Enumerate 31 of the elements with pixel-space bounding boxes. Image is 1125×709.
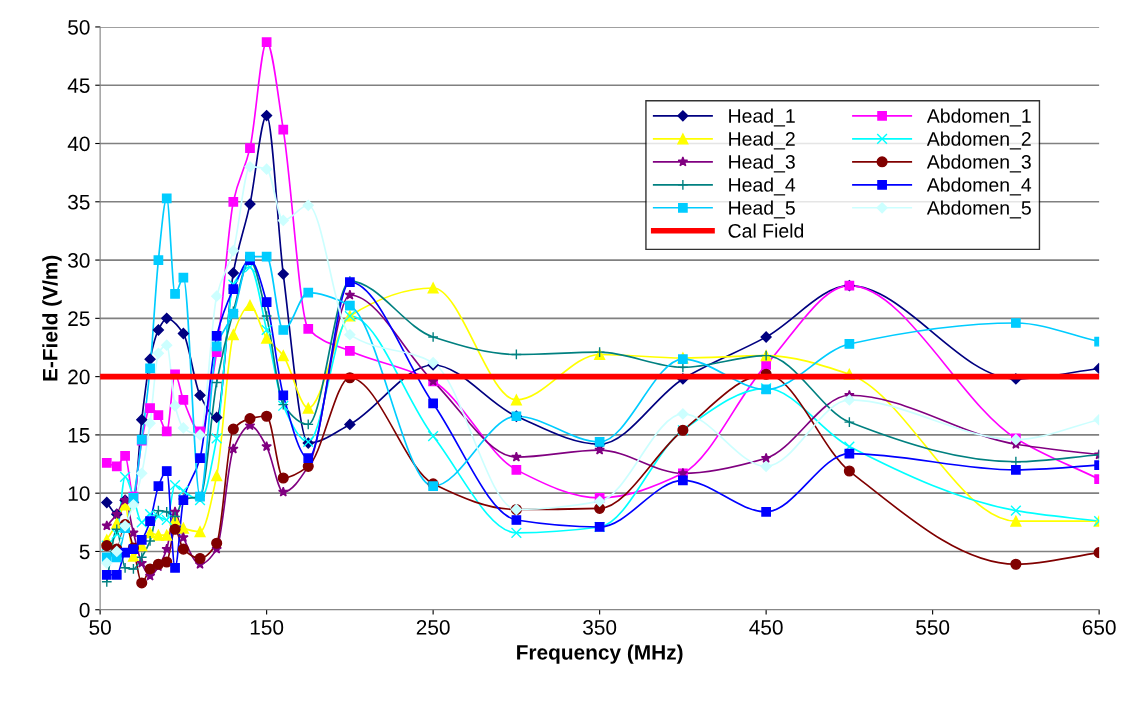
legend-label: Head_5 <box>729 200 795 219</box>
legend-label: Abdomen_4 <box>926 177 1032 196</box>
legend-label: Abdomen_1 <box>926 108 1031 127</box>
x-axis-title: Frequency (MHz) <box>517 644 683 664</box>
x-tick-label: 450 <box>749 620 783 635</box>
legend-label: Head_4 <box>729 177 796 196</box>
y-tick-label: 30 <box>68 253 90 268</box>
y-tick-label: 10 <box>68 486 90 501</box>
legend-label: Abdomen_2 <box>926 131 1031 150</box>
x-tick-label: 350 <box>583 620 617 635</box>
y-tick-label: 15 <box>68 428 90 443</box>
y-tick-label: 35 <box>68 194 90 210</box>
legend-label: Head_1 <box>729 108 795 127</box>
legend-label: Head_2 <box>729 131 795 150</box>
y-axis-title: E-Field (V/m) <box>42 255 62 381</box>
y-tick-label: 40 <box>67 136 90 152</box>
legend-label: Abdomen_5 <box>926 200 1031 219</box>
y-tick-label: 25 <box>68 311 90 327</box>
x-tick-label: 250 <box>416 620 450 635</box>
y-tick-label: 20 <box>68 369 90 385</box>
legend-label: Head_3 <box>729 154 795 173</box>
y-tick-label: 45 <box>67 78 90 93</box>
x-tick-label: 650 <box>1082 620 1116 635</box>
y-tick-label: 5 <box>79 544 90 560</box>
x-tick-label: 550 <box>916 620 950 635</box>
y-tick-label: 0 <box>79 602 90 618</box>
x-tick-label: 150 <box>250 620 284 635</box>
legend-label: Cal Field <box>728 223 804 238</box>
legend-label: Abdomen_3 <box>926 154 1031 173</box>
x-tick-label: 50 <box>89 620 111 635</box>
y-tick-label: 50 <box>68 19 90 35</box>
